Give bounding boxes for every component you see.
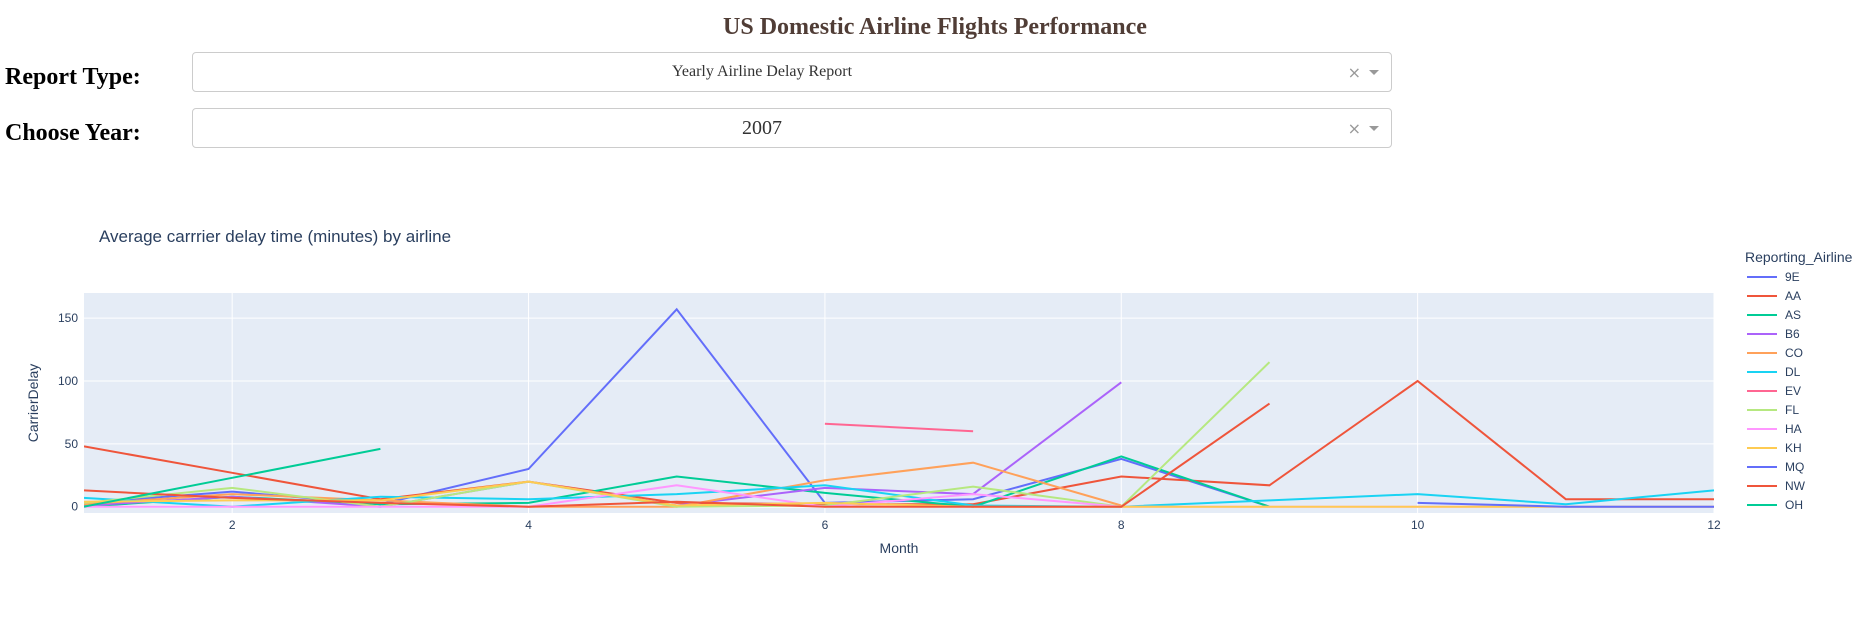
- report-type-label: Report Type:: [5, 64, 141, 90]
- y-tick-label: 0: [71, 500, 78, 514]
- series-line-fl: [84, 361, 1271, 508]
- report-type-dropdown[interactable]: Yearly Airline Delay Report ×: [192, 52, 1392, 92]
- year-value: 2007: [742, 116, 782, 139]
- y-tick-label: 100: [58, 374, 78, 388]
- series-line-oh: [84, 447, 381, 508]
- legend-item-b6[interactable]: B6: [1785, 327, 1800, 341]
- series-line-nw: [84, 402, 1271, 508]
- series-line-ev: [824, 422, 974, 433]
- year-dropdown[interactable]: 2007 ×: [192, 108, 1392, 148]
- x-tick-label: 12: [1707, 518, 1721, 532]
- legend-item-co[interactable]: CO: [1785, 346, 1803, 360]
- series-line-kh: [84, 480, 1714, 508]
- legend-item-9e[interactable]: 9E: [1785, 270, 1800, 284]
- y-axis-label: CarrierDelay: [25, 364, 41, 443]
- carrier-delay-line-chart: Average carrrier delay time (minutes) by…: [25, 227, 1853, 556]
- clear-icon[interactable]: ×: [1347, 119, 1361, 138]
- page-title: US Domestic Airline Flights Performance: [723, 14, 1147, 40]
- plot-background: [84, 293, 1714, 513]
- x-axis-label: Month: [880, 540, 919, 556]
- legend-item-ha[interactable]: HA: [1785, 422, 1802, 436]
- y-tick-label: 150: [58, 311, 78, 325]
- choose-year-label: Choose Year:: [5, 120, 141, 146]
- chevron-down-icon[interactable]: [1369, 70, 1379, 75]
- x-tick-label: 4: [525, 518, 532, 532]
- series-line-co: [84, 461, 1122, 508]
- clear-icon[interactable]: ×: [1347, 63, 1361, 82]
- x-tick-label: 2: [229, 518, 236, 532]
- legend-item-mq[interactable]: MQ: [1785, 460, 1804, 474]
- x-tick-label: 10: [1411, 518, 1425, 532]
- x-tick-label: 6: [822, 518, 829, 532]
- legend-item-kh[interactable]: KH: [1785, 441, 1802, 455]
- chart-title: Average carrrier delay time (minutes) by…: [99, 227, 451, 246]
- legend-item-nw[interactable]: NW: [1785, 479, 1806, 493]
- legend-item-dl[interactable]: DL: [1785, 365, 1801, 379]
- legend-item-aa[interactable]: AA: [1785, 289, 1801, 303]
- legend-item-oh[interactable]: OH: [1785, 498, 1803, 512]
- legend-item-fl[interactable]: FL: [1785, 403, 1799, 417]
- legend-title: Reporting_Airline: [1745, 249, 1853, 265]
- report-type-value: Yearly Airline Delay Report: [671, 63, 853, 80]
- y-tick-label: 50: [65, 437, 79, 451]
- series-line-mq: [1417, 501, 1714, 508]
- x-tick-label: 8: [1118, 518, 1125, 532]
- legend-item-ev[interactable]: EV: [1785, 384, 1801, 398]
- legend-item-as[interactable]: AS: [1785, 308, 1801, 322]
- chevron-down-icon[interactable]: [1369, 126, 1379, 131]
